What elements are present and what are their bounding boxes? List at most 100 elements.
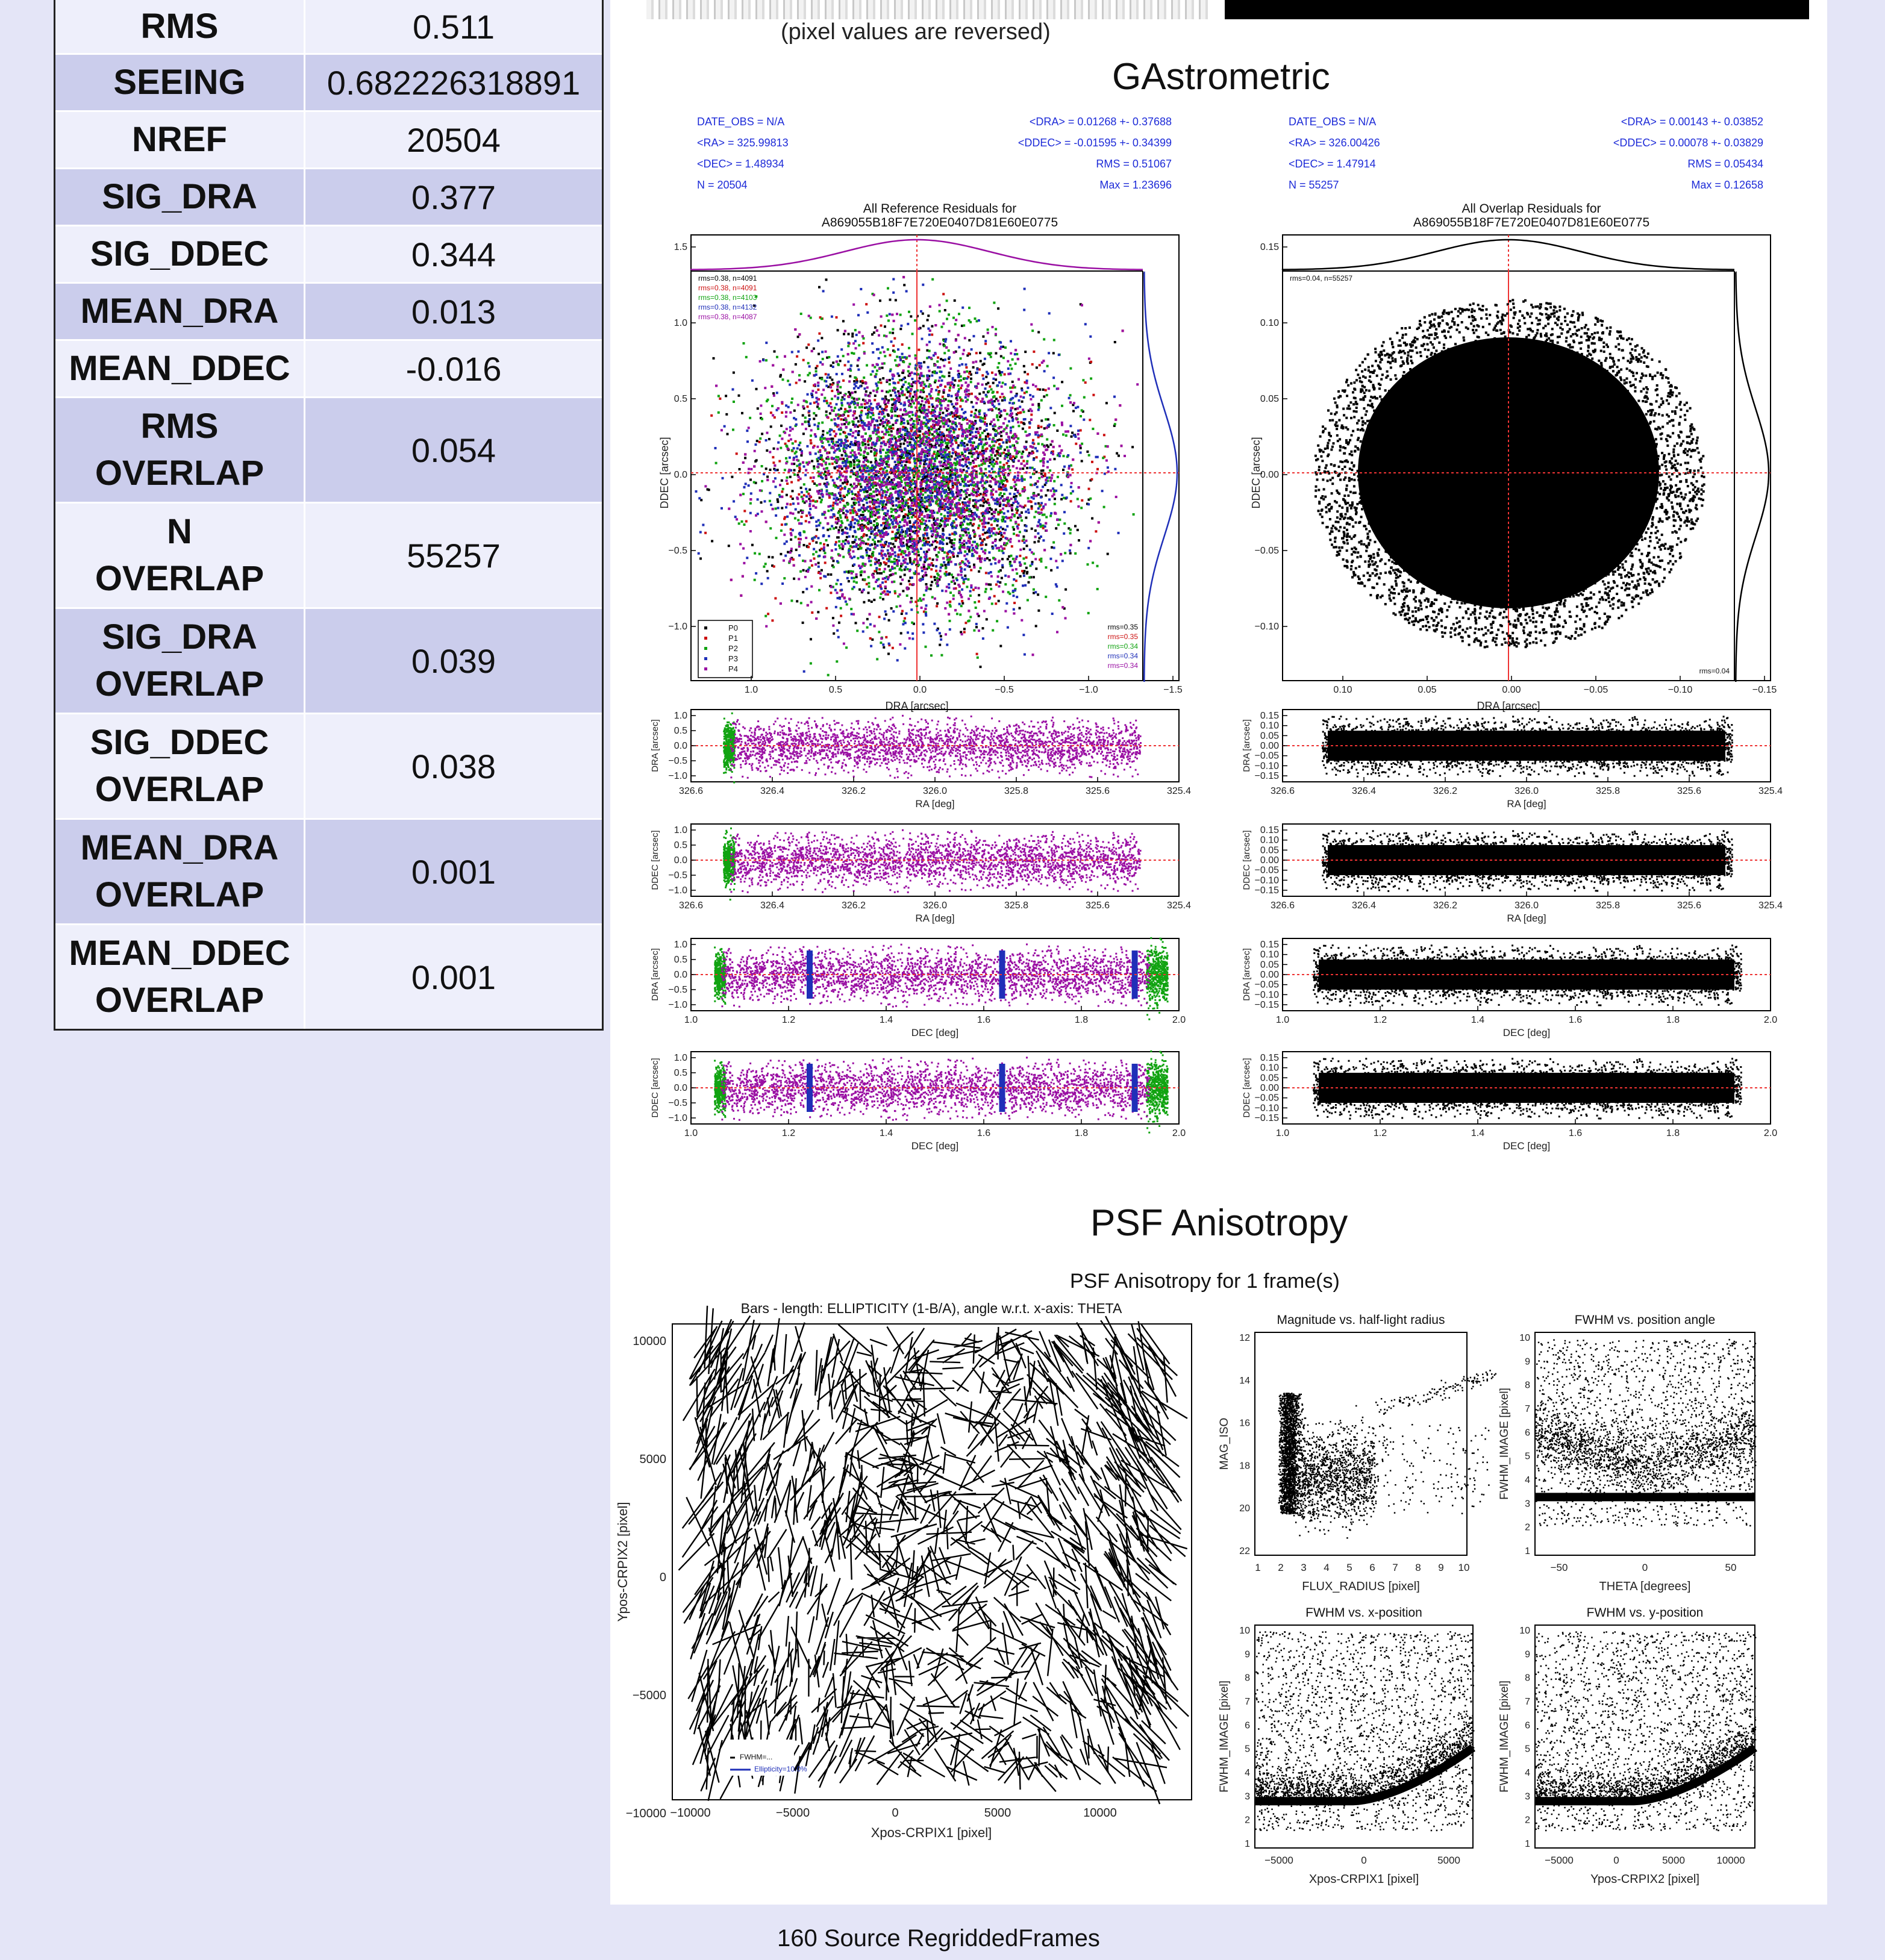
x-tick-label: 0 [1642,1562,1648,1573]
x-axis-label: Xpos-CRPIX1 [pixel] [871,1825,992,1840]
y-axis-label: DDEC [arcsec] [1250,437,1262,508]
scatter-group [1314,299,1705,649]
y-tick-label: 0.0 [674,855,687,866]
scatter-points [1146,1050,1169,1134]
scatter-points [704,276,1139,657]
scatter-points [1535,1699,1757,1803]
y-tick-label: 0.05 [1260,960,1279,970]
scatter-points [714,1060,727,1119]
y-axis-label: DRA [arcsec] [650,948,660,1001]
x-axis-label: DEC [deg] [911,1027,958,1038]
rms-label: rms=0.34 [1108,642,1139,651]
stats-value: 0.054 [411,431,496,469]
x-tick-label: −1.0 [1079,685,1098,695]
x-tick-label: 326.4 [760,900,784,911]
y-tick-label: −0.5 [668,756,687,766]
mag-plot: Magnitude vs. half-light radius121416182… [1218,1313,1496,1593]
stats-table: RMS 0.511 SEEING 0.682226318891 NREF 20504 SIG… [54,0,604,1031]
info-left: N = 55257 [1289,179,1339,191]
y-tick-label: −0.05 [1255,751,1280,761]
legend-marker [704,657,707,660]
x-tick-label: 2.0 [1764,1015,1777,1025]
y-tick-label: 8 [1525,1673,1530,1684]
y-tick-label: 16 [1239,1419,1250,1429]
y-axis-label: DDEC [arcsec] [650,1058,660,1117]
y-tick-label: 1 [1245,1839,1250,1849]
stats-row: MEAN_DDEC -0.016 [55,339,602,396]
x-tick-label: 325.6 [1677,900,1701,911]
x-tick-label: −0.10 [1668,685,1693,695]
x-axis-label: FLUX_RADIUS [pixel] [1302,1580,1420,1593]
plot-title: FWHM vs. y-position [1587,1606,1704,1620]
y-tick-label: 0.15 [1260,711,1279,721]
pixel-image-strip [646,0,1213,19]
y-tick-label: 0.5 [674,394,687,404]
strip-plot: 0.150.100.050.00−0.05−0.10−0.15 326.6 326.… [1242,709,1783,810]
y-tick-label: 0.05 [1260,845,1279,855]
stats-value: 0.013 [411,292,496,331]
legend-entry: FWHM=... [740,1753,772,1761]
stats-key: SIG_DRA [55,169,305,225]
y-tick-label: 10 [1519,1626,1530,1636]
y-tick-label: 6 [1525,1720,1530,1731]
rms-label: rms=0.38, n=4132 [698,303,757,311]
gastrometric-title: GAstrometric [1112,56,1330,98]
y-axis-label: DDEC [arcsec] [1242,1058,1252,1117]
y-tick-label: 5 [1525,1452,1530,1462]
x-tick-label: 326.4 [1352,786,1376,796]
x-tick-label: 1 [1255,1562,1260,1573]
x-tick-label: −5000 [776,1806,810,1820]
top-histogram [1281,239,1735,270]
stats-value: 0.511 [413,7,495,46]
y-tick-label: 0.00 [1260,741,1279,751]
x-tick-label: 1.4 [1471,1128,1484,1138]
y-tick-label: 1.0 [674,825,687,835]
y-tick-label: 4 [1525,1768,1530,1778]
x-tick-label: 326.4 [760,786,784,796]
strip-plot: 0.150.100.050.00−0.05−0.10−0.15 1.0 1.2 1.4… [1242,1051,1777,1152]
x-tick-label: 325.6 [1086,786,1110,796]
y-tick-label: −0.05 [1255,866,1280,876]
x-tick-label: 1.2 [1374,1015,1387,1025]
x-tick-label: 1.0 [684,1015,698,1025]
x-tick-label: 0.00 [1502,685,1521,695]
y-tick-label: 0.05 [1260,394,1279,404]
stats-value: 0.038 [411,747,496,785]
x-tick-label: −1.5 [1163,685,1183,695]
x-tick-label: −10000 [670,1806,710,1820]
stats-value: 55257 [407,536,501,575]
y-tick-label: 10000 [633,1335,666,1348]
x-tick-label: 325.6 [1677,786,1701,796]
x-tick-label: 325.6 [1086,900,1110,911]
y-tick-label: 0.05 [1260,1073,1279,1083]
y-axis-label: FWHM_IMAGE [pixel] [1498,1388,1511,1500]
y-tick-label: 0.05 [1260,731,1279,741]
x-tick-label: 325.4 [1167,786,1191,796]
legend-marker [704,637,707,640]
strip-plot: 0.150.100.050.00−0.05−0.10−0.15 326.6 326.… [1242,823,1783,924]
y-axis-label: DRA [arcsec] [1242,948,1252,1001]
x-tick-label: 326.2 [1433,900,1457,911]
y-tick-label: 0.00 [1260,855,1279,866]
results-panel: (pixel values are reversed) GAstrometric… [610,0,1827,1905]
x-tick-label: 10000 [1083,1806,1117,1820]
scatter-points [1278,1393,1310,1515]
y-tick-label: 1.0 [674,940,687,950]
dense-band [1535,1493,1755,1502]
x-tick-label: 1.0 [745,685,758,695]
x-tick-label: −5000 [1264,1855,1293,1866]
info-right: RMS = 0.51067 [1096,158,1172,170]
x-tick-label: 2 [1278,1562,1283,1573]
plot-frame [1254,1624,1474,1849]
rms-label: rms=0.38, n=4091 [698,274,757,282]
x-tick-label: 326.6 [1271,786,1295,796]
x-tick-label: 1.8 [1075,1015,1088,1025]
x-tick-label: 1.6 [977,1015,990,1025]
x-tick-label: 1.6 [1569,1128,1582,1138]
x-tick-label: 0 [1361,1855,1366,1866]
y-tick-label: 0.15 [1260,825,1279,835]
y-tick-label: 14 [1239,1376,1250,1386]
x-tick-label: 325.8 [1596,900,1620,911]
legend-entry: P2 [728,644,738,653]
x-tick-label: −0.5 [995,685,1014,695]
